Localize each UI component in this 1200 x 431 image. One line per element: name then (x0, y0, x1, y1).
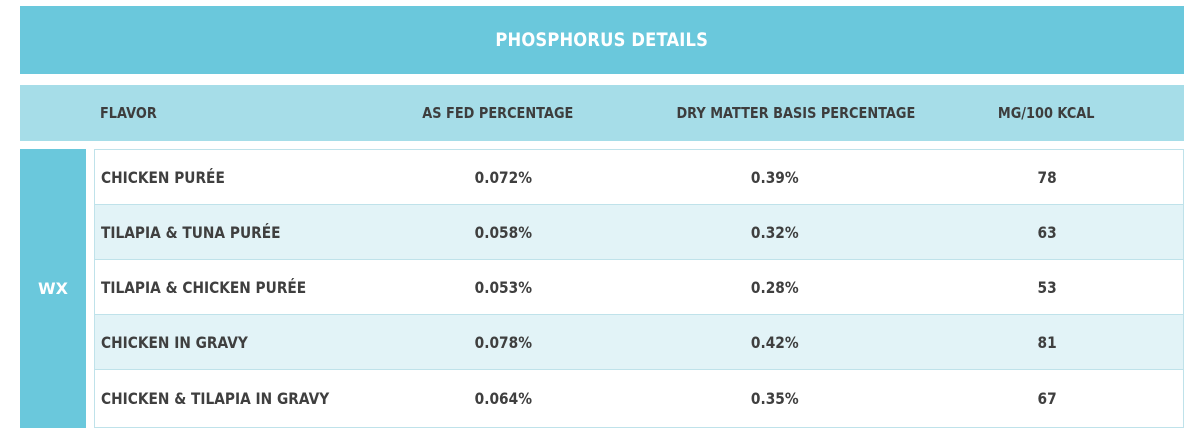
group-label-cell: WX (20, 149, 86, 428)
header-mg-kcal: MG/100 KCAL (997, 104, 1095, 122)
cell-dry-matter: 0.32% (751, 222, 799, 242)
cell-dry-matter: 0.35% (751, 389, 799, 408)
cell-mg-kcal: 63 (1037, 222, 1057, 242)
cell-mg-kcal: 53 (1037, 277, 1057, 297)
cell-mg-kcal: 67 (1037, 389, 1057, 408)
table-title: PHOSPHORUS DETAILS (495, 29, 709, 51)
cell-flavor: CHICKEN & TILAPIA IN GRAVY (101, 389, 330, 408)
cell-as-fed: 0.058% (474, 222, 532, 242)
table-row: TILAPIA & CHICKEN PURÉE 0.053% 0.28% 53 (95, 260, 1183, 315)
table-row: CHICKEN & TILAPIA IN GRAVY 0.064% 0.35% … (95, 370, 1183, 427)
cell-as-fed: 0.072% (474, 167, 532, 187)
group-label: WX (38, 279, 68, 298)
header-as-fed: AS FED PERCENTAGE (422, 104, 574, 122)
table-row: CHICKEN PURÉE 0.072% 0.39% 78 (95, 150, 1183, 205)
cell-flavor: CHICKEN IN GRAVY (101, 332, 248, 352)
header-dry-matter: DRY MATTER BASIS PERCENTAGE (676, 104, 916, 122)
cell-dry-matter: 0.39% (751, 167, 799, 187)
cell-mg-kcal: 81 (1037, 332, 1057, 352)
cell-dry-matter: 0.28% (751, 277, 799, 297)
cell-as-fed: 0.053% (474, 277, 532, 297)
table-body: CHICKEN PURÉE 0.072% 0.39% 78 TILAPIA & … (94, 149, 1184, 428)
header-flavor: FLAVOR (100, 104, 157, 122)
table-row: TILAPIA & TUNA PURÉE 0.058% 0.32% 63 (95, 205, 1183, 260)
table-header-row: FLAVOR AS FED PERCENTAGE DRY MATTER BASI… (20, 85, 1184, 141)
table-title-bar: PHOSPHORUS DETAILS (20, 6, 1184, 74)
cell-as-fed: 0.078% (474, 332, 532, 352)
cell-mg-kcal: 78 (1037, 167, 1057, 187)
cell-flavor: CHICKEN PURÉE (101, 167, 225, 187)
cell-flavor: TILAPIA & CHICKEN PURÉE (101, 277, 307, 297)
table-row: CHICKEN IN GRAVY 0.078% 0.42% 81 (95, 315, 1183, 370)
cell-dry-matter: 0.42% (751, 332, 799, 352)
cell-as-fed: 0.064% (474, 389, 532, 408)
cell-flavor: TILAPIA & TUNA PURÉE (101, 222, 281, 242)
